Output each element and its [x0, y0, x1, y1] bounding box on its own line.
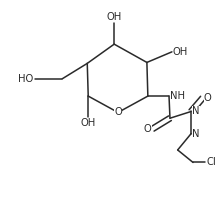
Text: O: O: [204, 93, 211, 103]
Text: HO: HO: [18, 74, 33, 84]
Text: N: N: [192, 129, 200, 139]
Text: OH: OH: [173, 47, 188, 57]
Text: N: N: [192, 107, 200, 116]
Text: O: O: [114, 107, 122, 117]
Text: OH: OH: [81, 118, 96, 128]
Text: NH: NH: [170, 91, 185, 101]
Text: O: O: [144, 124, 152, 134]
Text: Cl: Cl: [207, 157, 216, 167]
Text: OH: OH: [107, 12, 122, 22]
